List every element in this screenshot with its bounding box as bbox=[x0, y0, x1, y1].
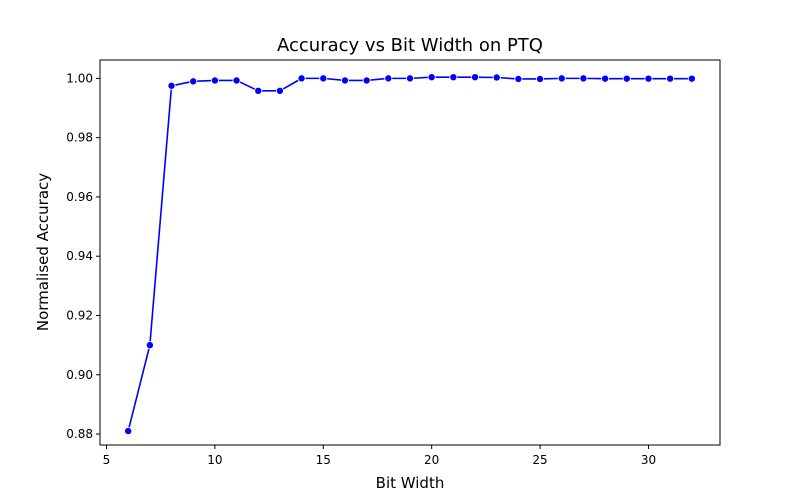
data-point bbox=[687, 74, 696, 83]
data-point bbox=[340, 76, 349, 85]
data-point bbox=[275, 86, 284, 95]
data-point bbox=[232, 76, 241, 85]
y-tick-label: 0.92 bbox=[66, 308, 93, 322]
chart-title: Accuracy vs Bit Width on PTQ bbox=[277, 35, 543, 56]
data-point bbox=[514, 74, 523, 83]
data-point bbox=[601, 74, 610, 83]
data-point bbox=[427, 73, 436, 82]
data-point bbox=[167, 81, 176, 90]
y-tick-label: 0.96 bbox=[66, 190, 93, 204]
data-point bbox=[124, 427, 133, 436]
series-line bbox=[127, 76, 692, 432]
x-tick-label: 15 bbox=[316, 453, 331, 467]
data-point bbox=[189, 77, 198, 86]
data-point bbox=[362, 76, 371, 85]
data-point bbox=[579, 74, 588, 83]
data-point bbox=[319, 74, 328, 83]
data-point bbox=[644, 74, 653, 83]
data-point bbox=[297, 74, 306, 83]
data-point bbox=[471, 73, 480, 82]
y-tick-label: 0.88 bbox=[66, 427, 93, 441]
y-tick-label: 0.94 bbox=[66, 249, 93, 263]
data-point bbox=[405, 74, 414, 83]
x-axis-label: Bit Width bbox=[376, 474, 445, 492]
y-tick-label: 1.00 bbox=[66, 71, 93, 85]
x-axis-ticks: 5 10 15 20 25 30 bbox=[103, 445, 656, 467]
series-layer bbox=[124, 73, 696, 436]
data-point bbox=[254, 86, 263, 95]
data-point bbox=[210, 76, 219, 85]
data-point bbox=[536, 74, 545, 83]
x-tick-label: 25 bbox=[532, 453, 547, 467]
data-point bbox=[666, 74, 675, 83]
data-point bbox=[622, 74, 631, 83]
data-point bbox=[492, 73, 501, 82]
y-tick-label: 0.98 bbox=[66, 131, 93, 145]
plot-frame bbox=[99, 59, 721, 446]
y-axis-label: Normalised Accuracy bbox=[34, 173, 52, 331]
x-tick-label: 10 bbox=[207, 453, 222, 467]
x-tick-label: 30 bbox=[641, 453, 656, 467]
data-point bbox=[557, 74, 566, 83]
data-point bbox=[145, 341, 154, 350]
y-axis-ticks: 0.88 0.90 0.92 0.94 0.96 0.98 1.00 bbox=[66, 71, 100, 441]
data-point bbox=[449, 73, 458, 82]
x-tick-label: 20 bbox=[424, 453, 439, 467]
x-tick-label: 5 bbox=[103, 453, 111, 467]
y-tick-label: 0.90 bbox=[66, 368, 93, 382]
data-point bbox=[384, 74, 393, 83]
